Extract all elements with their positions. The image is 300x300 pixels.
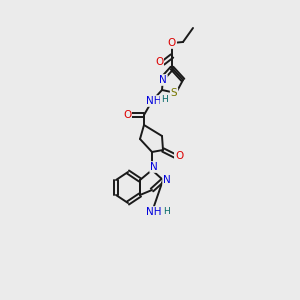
Text: O: O: [123, 110, 131, 120]
Text: S: S: [171, 88, 177, 98]
Text: NH: NH: [146, 96, 162, 106]
Text: N: N: [163, 175, 171, 185]
Text: O: O: [175, 151, 183, 161]
Text: O: O: [155, 57, 163, 67]
Text: N: N: [150, 162, 158, 172]
Text: O: O: [168, 38, 176, 48]
Text: H: H: [160, 95, 167, 104]
Text: H: H: [163, 206, 170, 215]
Text: N: N: [159, 75, 167, 85]
Text: NH: NH: [146, 207, 162, 217]
